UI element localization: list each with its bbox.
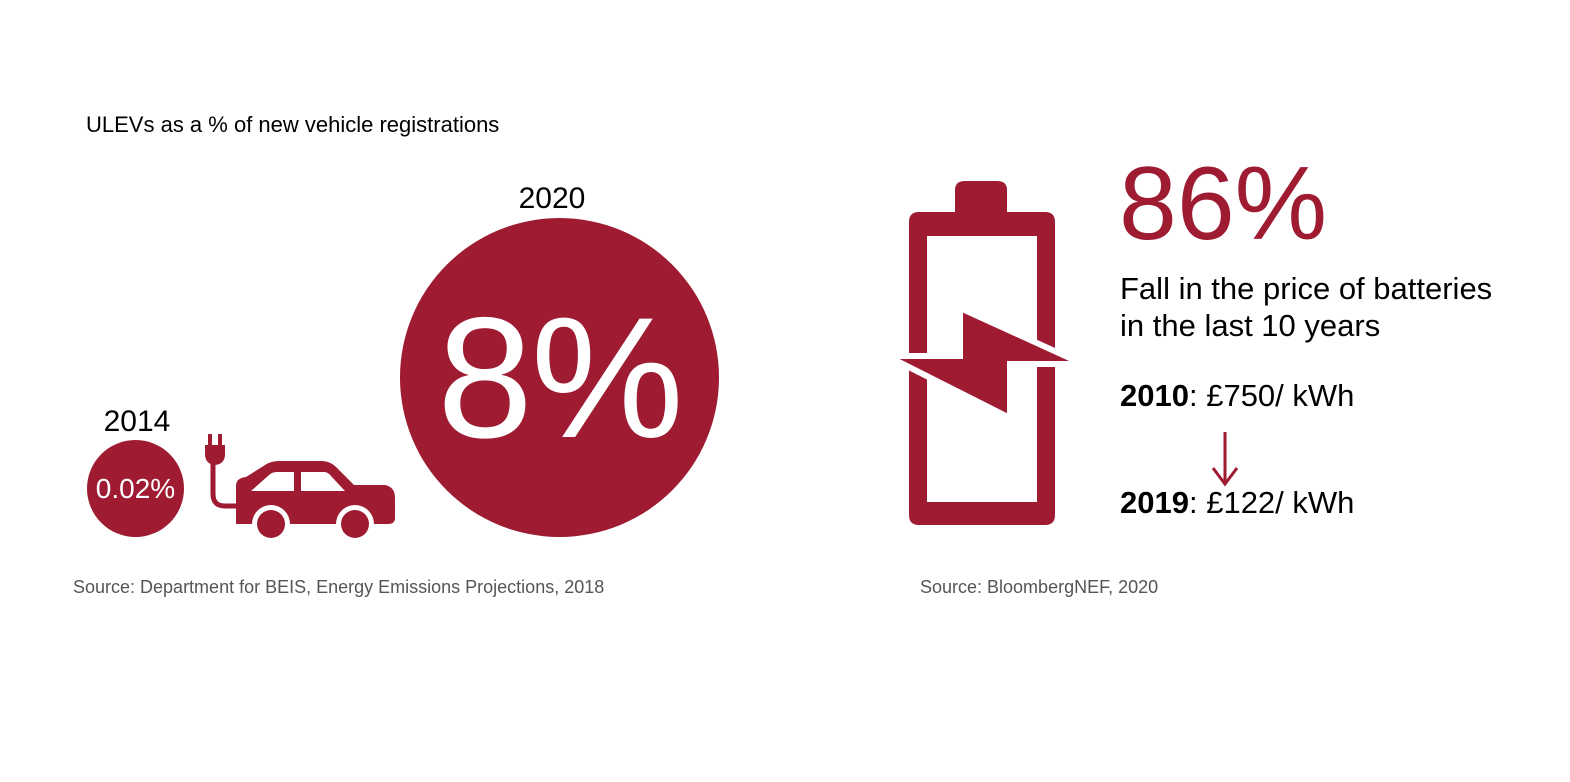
battery-charging-icon	[885, 181, 1085, 525]
year-label-2020: 2020	[518, 182, 586, 215]
price-2010: 2010: £750/ kWh	[1120, 378, 1354, 414]
electric-car-icon	[205, 434, 395, 543]
bubble-value-2014: 0.02%	[95, 472, 176, 504]
price-year-2019: 2019	[1120, 485, 1189, 520]
price-value-2019: £122/ kWh	[1197, 485, 1355, 520]
battery-price-fall-percent: 86%	[1119, 146, 1328, 262]
source-beis: Source: Department for BEIS, Energy Emis…	[73, 577, 605, 597]
price-separator-2010: :	[1188, 378, 1198, 413]
battery-price-fall-description: Fall in the price of batteries in the la…	[1120, 270, 1492, 344]
bubble-2014: 0.02%	[87, 440, 184, 537]
source-bloombergnef: Source: BloombergNEF, 2020	[920, 577, 1159, 597]
bubble-value-2020: 8%	[437, 281, 684, 474]
price-year-2010: 2010	[1120, 378, 1189, 413]
price-2019: 2019: £122/ kWh	[1120, 485, 1354, 521]
description-line-2: in the last 10 years	[1120, 308, 1381, 343]
bubble-2020: 8%	[400, 218, 719, 537]
year-label-2014: 2014	[103, 405, 171, 438]
down-arrow-icon	[1211, 432, 1239, 487]
price-separator-2019: :	[1188, 485, 1198, 520]
chart-title: ULEVs as a % of new vehicle registration…	[86, 112, 500, 137]
description-line-1: Fall in the price of batteries	[1120, 271, 1493, 306]
price-value-2010: £750/ kWh	[1197, 378, 1355, 413]
